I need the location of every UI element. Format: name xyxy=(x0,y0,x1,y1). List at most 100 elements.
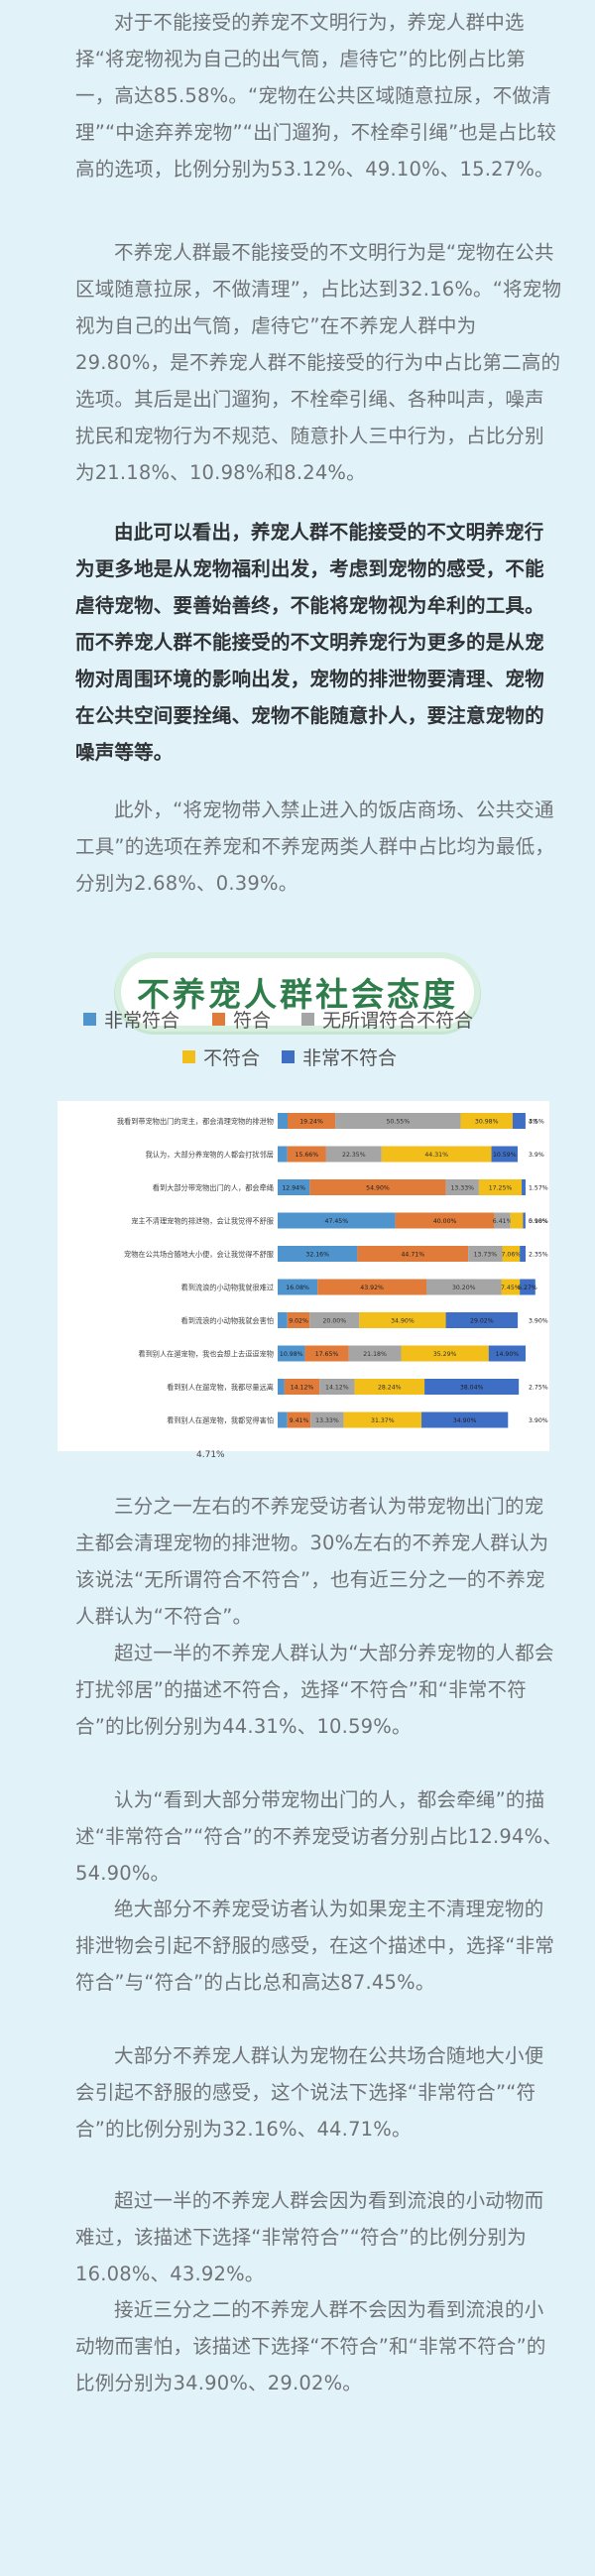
data-label: 40.00% xyxy=(433,1218,457,1225)
category-label: 我认为，大部分养宠物的人都会打扰邻居 xyxy=(146,1151,274,1160)
data-label: 5.10% xyxy=(529,1218,548,1225)
bar-segment xyxy=(309,1312,360,1328)
chart-svg: 我看到带宠物出门的宠主，都会清理宠物的排泄物 4% 19.24% 50.55% 30.9… xyxy=(117,1113,548,1428)
bar-segment xyxy=(501,1279,521,1295)
category-label: 宠主不清理宠物的排泄物，会让我觉得不舒服 xyxy=(131,1217,274,1226)
data-label: 50.55% xyxy=(386,1119,410,1126)
data-label: 15.66% xyxy=(296,1152,319,1159)
legend-swatch xyxy=(83,1013,96,1026)
bar-segment xyxy=(287,1312,310,1328)
chart-outside-note: 4.71% xyxy=(196,1450,225,1460)
legend-swatch xyxy=(212,1013,225,1026)
legend-item-very-agree: 非常符合 xyxy=(83,1006,179,1033)
data-label: 29.02% xyxy=(470,1318,494,1325)
data-label: 13.73% xyxy=(474,1252,498,1259)
data-label: 31.37% xyxy=(371,1417,395,1424)
data-label: 43.92% xyxy=(360,1285,384,1291)
analysis-paragraph-3: 认为“看到大部分带宠物出门的人，都会牵绳”的描述“非常符合”“符合”的不养宠受访… xyxy=(75,1788,563,1885)
legend-item-very-disagree: 非常不符合 xyxy=(282,1043,397,1070)
data-label: 28.24% xyxy=(378,1385,402,1392)
section-title: 不养宠人群社会态度 xyxy=(137,975,458,1014)
bar-segment xyxy=(468,1246,503,1262)
bar-segment xyxy=(278,1179,310,1195)
bar-segment xyxy=(381,1146,492,1163)
bar-segment xyxy=(445,1312,519,1328)
bar-segment xyxy=(488,1345,526,1362)
bar-segment xyxy=(278,1146,288,1163)
data-label: 19.24% xyxy=(299,1119,323,1126)
legend-swatch xyxy=(282,1050,295,1063)
analysis-paragraph-6: 超过一半的不养宠人群会因为看到流浪的小动物而难过，该描述下选择“非常符合”“符合… xyxy=(75,2189,544,2285)
bar-segment xyxy=(287,1411,311,1428)
data-label: 47.45% xyxy=(325,1218,349,1225)
category-label: 看到别人在遛宠物，我都尽量远离 xyxy=(167,1383,274,1392)
data-label: 3.90% xyxy=(529,1318,548,1325)
data-label: 10.59% xyxy=(493,1152,517,1159)
intro-paragraph-3-highlight: 由此可以看出，养宠人群不能接受的不文明养宠行为更多地是从宠物福利出发，考虑到宠物… xyxy=(75,521,544,764)
data-label: 44.31% xyxy=(424,1152,448,1159)
category-label: 我看到带宠物出门的宠主，都会清理宠物的排泄物 xyxy=(117,1117,274,1126)
data-label: 17.65% xyxy=(315,1351,339,1358)
intro-paragraph-1: 对于不能接受的养宠不文明行为，养宠人群中选择“将宠物视为自己的出气筒，虐待它”的… xyxy=(75,11,556,181)
bar-segment xyxy=(424,1379,520,1395)
data-label: 9.41% xyxy=(290,1417,309,1424)
bar-segment xyxy=(491,1146,519,1163)
bar-segment xyxy=(278,1113,288,1129)
bar-segment xyxy=(512,1113,526,1129)
bar-segment xyxy=(278,1212,396,1229)
data-label: 3.5% xyxy=(529,1119,544,1126)
bar-segment xyxy=(348,1345,402,1362)
data-label: 32.16% xyxy=(305,1252,329,1259)
data-label: 2.75% xyxy=(529,1385,548,1392)
bar-segment xyxy=(325,1146,382,1163)
bar-segment xyxy=(343,1411,422,1428)
data-label: 54.90% xyxy=(366,1185,390,1192)
bar-segment xyxy=(319,1379,355,1395)
bar-segment xyxy=(522,1179,526,1195)
data-label: 2.35% xyxy=(529,1252,548,1259)
analysis-paragraph-7: 接近三分之二的不养宠人群不会因为看到流浪的小动物而害怕，该描述下选择“不符合”和… xyxy=(75,2298,546,2394)
bar-segment xyxy=(288,1113,336,1129)
bar-segment xyxy=(278,1411,288,1428)
legend-swatch xyxy=(301,1013,314,1026)
bar-segment xyxy=(445,1179,479,1195)
bar-segment xyxy=(395,1212,495,1229)
data-label: 44.71% xyxy=(401,1252,424,1259)
data-label: 38.04% xyxy=(460,1385,484,1392)
data-label: 13.33% xyxy=(450,1185,474,1192)
data-label: 14.12% xyxy=(325,1385,349,1392)
bar-segment xyxy=(460,1113,513,1129)
data-label: 10.98% xyxy=(280,1351,303,1358)
bar-segment xyxy=(421,1411,509,1428)
data-label: 3.9% xyxy=(529,1152,544,1159)
intro-paragraph-2: 不养宠人群最不能接受的不文明行为是“宠物在公共区域随意拉尿，不做清理”，占比达到… xyxy=(75,241,562,484)
category-label: 看到流浪的小动物我就会害怕 xyxy=(181,1316,274,1325)
bar-segment xyxy=(510,1212,524,1229)
data-label: 30.20% xyxy=(452,1285,476,1291)
bar-segment xyxy=(502,1246,521,1262)
intro-paragraph-4: 此外，“将宠物带入禁止进入的饭店商场、公共交通工具”的选项在养宠和不养宠两类人群… xyxy=(75,798,555,895)
bar-segment xyxy=(354,1379,425,1395)
data-label: 13.33% xyxy=(315,1417,339,1424)
data-label: 0.98% xyxy=(529,1218,548,1225)
legend-swatch xyxy=(182,1050,195,1063)
data-label: 1.57% xyxy=(529,1185,548,1192)
data-label: 17.25% xyxy=(489,1185,513,1192)
legend-item-agree: 符合 xyxy=(212,1006,271,1033)
data-label: 20.00% xyxy=(323,1318,347,1325)
data-label: 3.90% xyxy=(529,1417,548,1424)
data-label: 30.98% xyxy=(475,1119,499,1126)
data-label: 6.27% xyxy=(518,1285,537,1291)
bar-segment xyxy=(317,1279,426,1295)
legend-item-disagree: 不符合 xyxy=(182,1043,260,1070)
data-label: 6.41% xyxy=(493,1218,513,1225)
bar-segment xyxy=(284,1379,320,1395)
bar-segment xyxy=(309,1179,446,1195)
data-label: 7.45% xyxy=(501,1285,521,1291)
bar-segment xyxy=(278,1279,318,1295)
bar-segment xyxy=(304,1345,349,1362)
bar-segment xyxy=(520,1279,536,1295)
analysis-paragraph-5: 大部分不养宠人群认为宠物在公共场合随地大小便会引起不舒服的感受，这个说法下选择“… xyxy=(75,2044,544,2141)
bar-segment xyxy=(278,1345,305,1362)
data-label: 34.90% xyxy=(391,1318,415,1325)
